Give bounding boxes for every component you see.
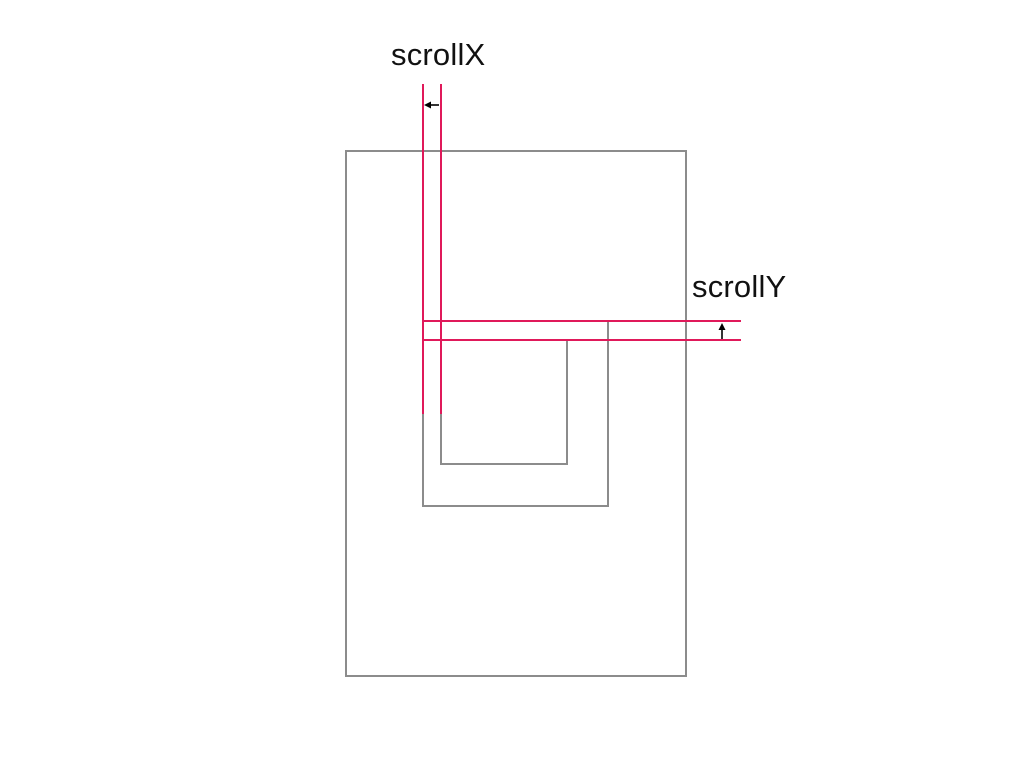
scroll-x-label: scrollX xyxy=(391,37,486,72)
content-box xyxy=(440,340,568,465)
scroll-y-label: scrollY xyxy=(692,269,787,304)
scroll-y-guides xyxy=(423,320,741,341)
viewport-frame xyxy=(345,150,687,677)
scroll-y-arrow-icon xyxy=(718,323,726,339)
scroll-x-guides xyxy=(422,84,442,414)
scroll-x-arrow-icon xyxy=(424,101,439,109)
scrolled-box xyxy=(422,321,609,507)
